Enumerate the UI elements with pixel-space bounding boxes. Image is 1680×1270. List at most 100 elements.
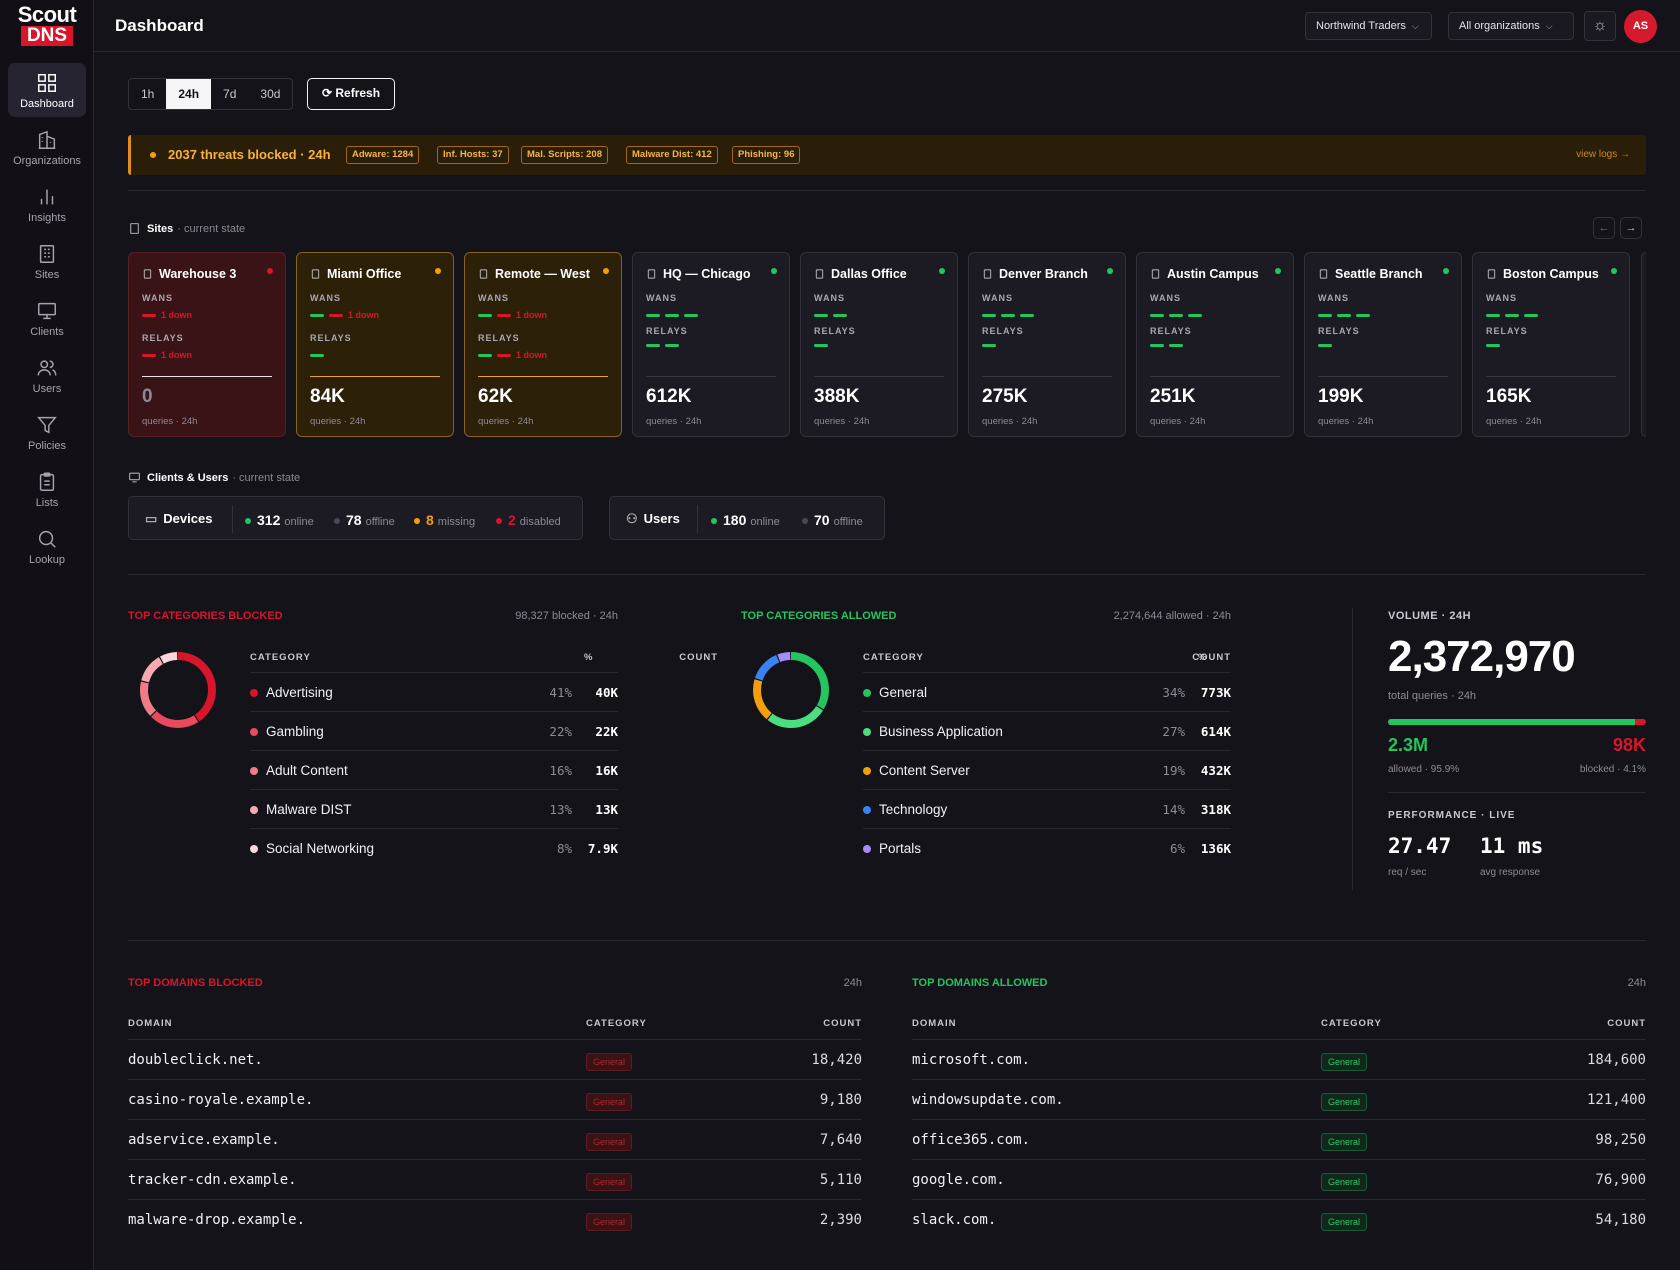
table-row[interactable]: adservice.example. General 7,640 — [128, 1119, 862, 1159]
site-card[interactable]: Dallas Office WANS RELAYS 388K queries · 24h — [800, 252, 958, 437]
table-row[interactable]: casino-royale.example. General 9,180 — [128, 1079, 862, 1119]
table-row[interactable]: malware-drop.example. General 2,390 — [128, 1199, 862, 1239]
category-row[interactable]: Adult Content 16% 16K — [250, 750, 618, 789]
site-card-overflow — [1641, 252, 1646, 437]
site-card[interactable]: Miami Office WANS 1 down RELAYS 84K queries ·… — [296, 252, 454, 437]
wans-status — [1150, 310, 1207, 320]
site-name-text: Denver Branch — [999, 267, 1088, 281]
domain-name: windowsupdate.com. — [912, 1092, 1064, 1108]
sidebar-item-lists[interactable]: Lists — [8, 462, 86, 516]
theme-toggle-button[interactable]: ☼ — [1584, 11, 1616, 41]
refresh-label: Refresh — [335, 86, 381, 100]
users-summary[interactable]: ⚇ Users 180 online 70 offline — [609, 496, 885, 540]
divider — [814, 376, 944, 377]
category-row[interactable]: Technology 14% 318K — [863, 789, 1231, 828]
view-logs-link[interactable]: view logs → — [1576, 149, 1630, 160]
site-icon — [983, 269, 992, 279]
divider — [697, 505, 698, 533]
category-color-dot — [250, 806, 258, 814]
category-row[interactable]: Gambling 22% 22K — [250, 711, 618, 750]
logo[interactable]: Scout DNS — [16, 4, 78, 48]
site-status-dot — [1107, 268, 1113, 274]
category-row[interactable]: Malware DIST 13% 13K — [250, 789, 618, 828]
category-row[interactable]: Advertising 41% 40K — [250, 672, 618, 711]
wans-status — [1486, 310, 1543, 320]
allowed-domains-meta: 24h — [1627, 977, 1646, 989]
category-row[interactable]: General 34% 773K — [863, 672, 1231, 711]
sun-icon: ☼ — [1592, 17, 1608, 34]
table-row[interactable]: office365.com. General 98,250 — [912, 1119, 1646, 1159]
site-query-label: queries · 24h — [982, 416, 1038, 427]
range-24h[interactable]: 24h — [166, 79, 212, 109]
sidebar-item-clients[interactable]: Clients — [8, 291, 86, 345]
site-card[interactable]: HQ — Chicago WANS RELAYS 612K queries · 24h — [632, 252, 790, 437]
table-row[interactable]: microsoft.com. General 184,600 — [912, 1039, 1646, 1079]
refresh-button[interactable]: ⟳ Refresh — [307, 78, 395, 110]
category-percent: 27% — [1162, 724, 1185, 739]
site-card[interactable]: Remote — West WANS 1 down RELAYS 1 down 62K qu… — [464, 252, 622, 437]
sidebar-item-organizations[interactable]: Organizations — [8, 120, 86, 174]
site-name-text: HQ — Chicago — [663, 267, 751, 281]
site-query-label: queries · 24h — [646, 416, 702, 427]
blocked-donut-chart — [140, 652, 216, 728]
range-30d[interactable]: 30d — [260, 87, 281, 101]
sidebar-item-label: Clients — [30, 326, 64, 338]
site-card[interactable]: Seattle Branch WANS RELAYS 199K queries · 24… — [1304, 252, 1462, 437]
wans-label: WANS — [310, 293, 341, 303]
table-row[interactable]: slack.com. General 54,180 — [912, 1199, 1646, 1239]
allowed-categories-meta: 2,274,644 allowed · 24h — [1113, 610, 1231, 622]
table-row[interactable]: doubleclick.net. General 18,420 — [128, 1039, 862, 1079]
category-count: 16K — [595, 763, 618, 778]
divider — [232, 505, 233, 533]
sidebar-item-sites[interactable]: Sites — [8, 234, 86, 288]
sites-prev-button[interactable]: ← — [1593, 217, 1615, 239]
devices-offline: 78 offline — [334, 512, 395, 528]
site-card[interactable]: Boston Campus WANS RELAYS 165K queries · 24h — [1472, 252, 1630, 437]
sidebar-item-users[interactable]: Users — [8, 348, 86, 402]
scope-select-value: All organizations — [1459, 20, 1540, 32]
table-row[interactable]: windowsupdate.com. General 121,400 — [912, 1079, 1646, 1119]
org-select[interactable]: Northwind Traders ⌵ — [1305, 12, 1432, 40]
site-status-dot — [1275, 268, 1281, 274]
wans-status: 1 down — [142, 310, 192, 320]
threat-chip: Adware: 1284 — [346, 146, 420, 164]
relays-status — [1150, 340, 1188, 350]
category-row[interactable]: Portals 6% 136K — [863, 828, 1231, 867]
avatar[interactable]: AS — [1624, 10, 1657, 43]
site-query-count: 84K — [310, 386, 345, 407]
scope-select[interactable]: All organizations ⌵ — [1448, 12, 1574, 40]
sidebar-item-policies[interactable]: Policies — [8, 405, 86, 459]
users-icon: ⚇ — [626, 511, 638, 526]
table-row[interactable]: google.com. General 76,900 — [912, 1159, 1646, 1199]
site-icon — [815, 269, 824, 279]
category-row[interactable]: Business Application 27% 614K — [863, 711, 1231, 750]
page-title: Dashboard — [115, 16, 204, 35]
relays-status — [310, 350, 329, 360]
site-card[interactable]: Austin Campus WANS RELAYS 251K queries · 24h — [1136, 252, 1294, 437]
devices-offline-count: 78 — [346, 512, 362, 528]
site-card[interactable]: Warehouse 3 WANS 1 down RELAYS 1 down 0 querie… — [128, 252, 286, 437]
table-row[interactable]: tracker-cdn.example. General 5,110 — [128, 1159, 862, 1199]
blocked-domains-title: TOP DOMAINS BLOCKED — [128, 977, 263, 989]
topbar: Dashboard Northwind Traders ⌵ All organiz… — [94, 0, 1680, 52]
sites-next-button[interactable]: → — [1620, 217, 1642, 239]
allowed-value: 2.3M — [1388, 735, 1429, 755]
category-color-dot — [863, 728, 871, 736]
category-row[interactable]: Social Networking 8% 7.9K — [250, 828, 618, 867]
sidebar-item-dashboard[interactable]: Dashboard — [8, 63, 86, 117]
category-badge: General — [1321, 1053, 1368, 1071]
status-dot — [496, 518, 502, 524]
divider — [478, 376, 608, 377]
range-1h[interactable]: 1h — [141, 87, 155, 101]
logo-scout: Scout — [17, 2, 77, 27]
range-7d[interactable]: 7d — [223, 87, 237, 101]
site-icon — [479, 269, 488, 279]
col-domain: DOMAIN — [912, 1018, 957, 1029]
category-count: 136K — [1200, 841, 1231, 856]
site-card[interactable]: Denver Branch WANS RELAYS 275K queries · 24h — [968, 252, 1126, 437]
sidebar-item-lookup[interactable]: Lookup — [8, 519, 86, 573]
category-row[interactable]: Content Server 19% 432K — [863, 750, 1231, 789]
site-name: Denver Branch — [982, 267, 1088, 281]
sidebar-item-insights[interactable]: Insights — [8, 177, 86, 231]
